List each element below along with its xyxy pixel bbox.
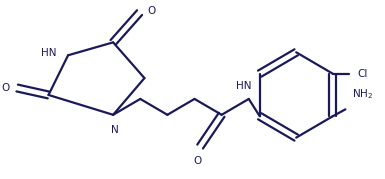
Text: O: O — [193, 156, 201, 166]
Text: O: O — [1, 83, 9, 93]
Text: HN: HN — [236, 81, 252, 91]
Text: Cl: Cl — [357, 69, 368, 79]
Text: NH$_2$: NH$_2$ — [352, 88, 373, 101]
Text: N: N — [111, 125, 119, 135]
Text: HN: HN — [41, 48, 56, 58]
Text: O: O — [147, 6, 156, 16]
